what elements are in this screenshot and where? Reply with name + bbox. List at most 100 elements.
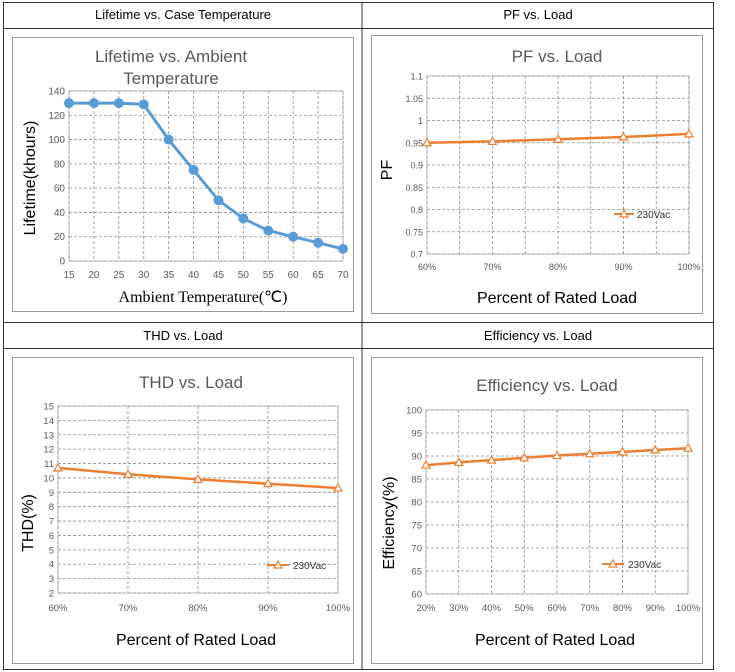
efficiency-x-ticks: 20% 30% 40% 50% 60% 70% 80% 90% 100% [416, 603, 700, 614]
thd-legend: 230Vac [267, 559, 326, 572]
lt-y-tick-label: 100 [48, 135, 65, 146]
pf-x-tick-label: 60% [418, 262, 436, 272]
efficiency-chart-frame: Efficiency vs. Load 60 65 70 75 80 85 90 95 100 … [371, 357, 703, 664]
pf-y-tick-label: 0.9 [410, 161, 423, 171]
pf-chart: PF vs. Load 0.7 0.75 0.8 0.85 0.9 0.95 1 1.05 1.… [379, 47, 701, 307]
thd-data-point [332, 482, 344, 492]
eff-data-point [519, 452, 530, 462]
thd-y-tick-label: 11 [44, 459, 54, 470]
lt-data-point [138, 99, 149, 110]
lifetime-chart-title-line-1: Lifetime vs. Ambient [95, 47, 247, 66]
pf-y-tick-label: 0.85 [405, 183, 423, 193]
eff-data-point [617, 446, 628, 456]
lt-x-tick-label: 20 [88, 270, 100, 281]
thd-y-tick-label: 7 [49, 517, 54, 528]
thd-chart-frame: THD vs. Load 2 3 4 5 6 7 8 9 10 11 12 13 14 15 60% 70%… [12, 357, 354, 664]
thd-y-tick-label: 12 [43, 445, 54, 456]
lt-y-tick-label: 0 [59, 257, 65, 268]
thd-x-axis-label: Percent of Rated Load [116, 632, 276, 649]
eff-data-point [682, 442, 694, 452]
thd-y-tick-label: 15 [43, 402, 54, 413]
lt-y-tick-label: 140 [48, 87, 65, 98]
thd-x-tick-label: 100% [326, 603, 351, 614]
pf-y-tick-label: 0.75 [405, 227, 423, 237]
eff-y-tick-label: 70 [411, 544, 422, 555]
pf-data-point [421, 137, 433, 147]
eff-y-tick-label: 85 [411, 475, 422, 486]
pf-legend: 230Vac [614, 208, 670, 221]
lt-data-point [238, 213, 249, 224]
pf-data-point [552, 133, 564, 143]
eff-x-tick-label: 70% [580, 603, 600, 614]
eff-x-tick-label: 40% [482, 603, 502, 614]
pf-x-tick-label: 100% [677, 262, 700, 272]
thd-legend-marker [272, 559, 284, 569]
thd-y-tick-label: 6 [49, 531, 54, 542]
thd-y-ticks: 2 3 4 5 6 7 8 9 10 11 12 13 14 15 [43, 402, 54, 600]
lifetime-x-axis-label: Ambient Temperature(℃) [119, 289, 288, 306]
lifetime-y-axis-label: Lifetime(khours) [22, 121, 39, 236]
lt-data-point [88, 98, 99, 109]
lt-x-tick-label: 15 [63, 270, 75, 281]
lt-x-tick-label: 70 [337, 270, 349, 281]
pf-y-tick-label: 0.7 [410, 250, 423, 260]
efficiency-chart-title: Efficiency vs. Load [476, 376, 617, 395]
efficiency-legend: 230Vac [602, 558, 661, 571]
eff-y-tick-label: 75 [411, 521, 422, 532]
thd-legend-label: 230Vac [293, 561, 326, 572]
eff-data-point [486, 454, 497, 464]
lt-x-tick-label: 40 [188, 270, 200, 281]
thd-y-tick-label: 4 [49, 560, 54, 571]
thd-y-tick-label: 8 [49, 502, 54, 513]
eff-x-tick-label: 80% [613, 603, 633, 614]
lifetime-chart: Lifetime vs. Ambient Temperature 0 20 40 60… [22, 47, 349, 306]
eff-y-tick-label: 95 [411, 429, 422, 440]
efficiency-series [420, 442, 694, 469]
pf-x-ticks: 60% 70% 80% 90% 100% [418, 262, 701, 272]
lifetime-series [64, 98, 348, 254]
efficiency-chart: Efficiency vs. Load 6065707580859095100 … [381, 376, 701, 649]
lt-x-tick-label: 35 [163, 270, 175, 281]
pf-gridlines [426, 75, 690, 255]
lt-series-line [69, 101, 344, 251]
thd-x-ticks: 60% 70% 80% 90% 100% [48, 603, 350, 614]
lt-x-tick-label: 55 [263, 270, 275, 281]
eff-y-tick-label: 90 [411, 452, 422, 463]
pf-x-tick-label: 80% [549, 262, 567, 272]
lt-y-tick-label: 40 [54, 208, 66, 219]
lt-x-tick-label: 50 [238, 270, 250, 281]
pf-chart-frame: PF vs. Load 0.7 0.75 0.8 0.85 0.9 0.95 1 1.05 1.… [371, 35, 703, 314]
pf-legend-marker [618, 208, 630, 218]
thd-x-tick-label: 90% [258, 603, 278, 614]
lt-x-tick-label: 60 [288, 270, 300, 281]
thd-data-point [52, 462, 64, 472]
lt-y-tick-label: 80 [54, 159, 66, 170]
lt-y-tick-label: 60 [54, 184, 66, 195]
pf-y-tick-label: 0.8 [410, 205, 423, 215]
thd-y-tick-label: 5 [49, 545, 54, 556]
pf-data-point [618, 131, 629, 141]
lt-data-point [338, 243, 348, 254]
efficiency-x-axis-label: Percent of Rated Load [475, 632, 635, 649]
lifetime-chart-frame: Lifetime vs. Ambient Temperature 0 20 40 60… [12, 37, 354, 312]
lt-data-point [313, 237, 324, 248]
thd-data-point [122, 469, 134, 478]
lt-data-point [113, 98, 124, 109]
pf-y-ticks: 0.7 0.75 0.8 0.85 0.9 0.95 1 1.05 1.1 [405, 72, 423, 260]
thd-data-point [262, 478, 274, 488]
thd-series [52, 462, 344, 492]
eff-x-tick-label: 30% [449, 603, 469, 614]
lt-x-tick-label: 65 [313, 270, 325, 281]
pf-x-tick-label: 90% [614, 262, 632, 272]
lt-x-tick-label: 45 [213, 270, 225, 281]
lt-data-point [163, 134, 174, 145]
lifetime-y-ticks: 0 20 40 60 80 100 120 140 [48, 87, 65, 268]
thd-chart-title: THD vs. Load [139, 373, 243, 392]
pf-y-tick-label: 1.1 [410, 72, 423, 82]
eff-data-point [650, 444, 661, 454]
pf-y-axis-label: PF [379, 160, 396, 181]
lt-y-tick-label: 20 [54, 232, 66, 243]
eff-y-tick-label: 100 [406, 406, 422, 417]
lifetime-gridlines [68, 90, 344, 262]
